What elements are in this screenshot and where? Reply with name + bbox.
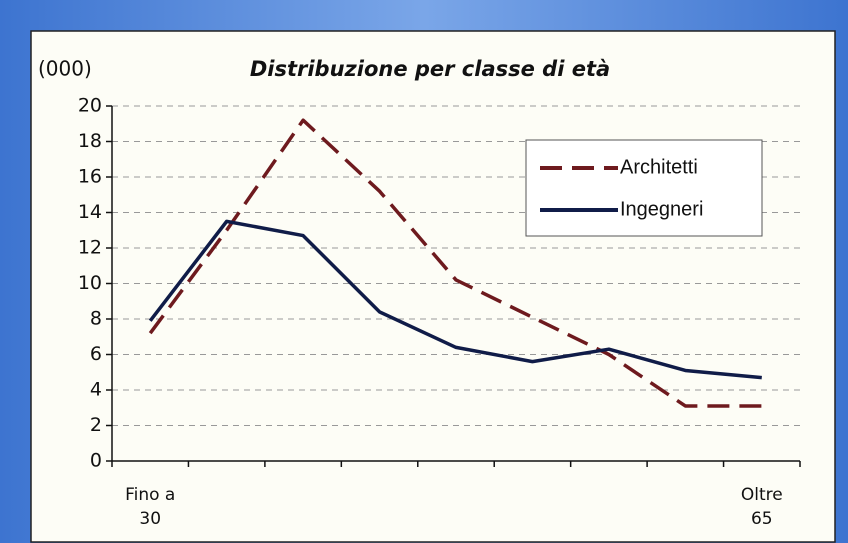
y-tick-label: 14 [78, 201, 102, 223]
x-tick-label-line: 30 [139, 509, 161, 529]
y-tick-label: 4 [90, 379, 102, 401]
y-tick-label: 20 [78, 95, 102, 117]
x-tick-label-line: 65 [751, 509, 773, 529]
y-tick-label: 18 [78, 130, 102, 152]
chart-frame [30, 30, 836, 543]
data-line [148, 219, 762, 380]
legend-box [525, 139, 763, 237]
y-axis-label: (000) [38, 57, 92, 81]
y-tick-label: 16 [78, 166, 102, 188]
legend-label: Ingegneri [620, 198, 703, 220]
legend-label: Architetti [620, 156, 698, 178]
x-tick-label-line: Oltre [741, 485, 783, 505]
y-tick-label: 10 [78, 272, 102, 294]
x-tick-label: Fino a 30 [125, 485, 175, 529]
y-tick-label: 0 [90, 450, 102, 472]
y-tick-label: 12 [78, 237, 102, 259]
x-tick-label: Oltre 65 [741, 485, 783, 529]
y-tick-label: 6 [90, 343, 102, 365]
y-tick-label: 2 [90, 414, 102, 436]
x-tick-label-line: Fino a [125, 485, 175, 505]
y-tick-label: 8 [90, 308, 102, 330]
chart-title: Distribuzione per classe di età [250, 57, 610, 81]
data-line [148, 118, 762, 408]
